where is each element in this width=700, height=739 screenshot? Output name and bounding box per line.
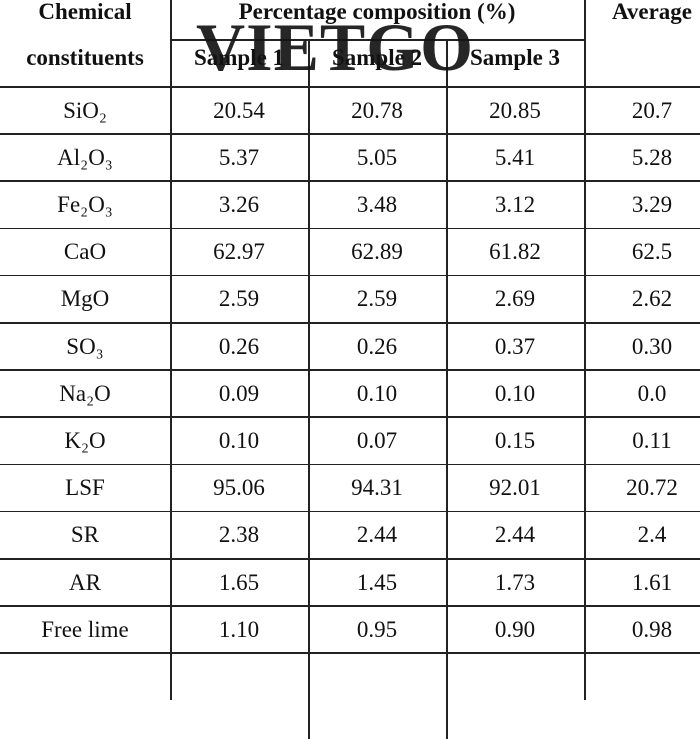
header-cell: Sample 1: [193, 45, 285, 70]
value-cell: 5.41: [494, 144, 536, 170]
value-cell: 20.85: [489, 97, 541, 123]
value-cell: 5.05: [356, 144, 398, 170]
rule: [0, 369, 700, 371]
value-cell: 0.10: [356, 380, 398, 406]
rule: [308, 39, 310, 739]
row-label: SR: [70, 522, 100, 548]
rule: [0, 463, 700, 466]
row-label: CaO: [63, 239, 107, 265]
value-cell: 20.72: [626, 475, 678, 501]
value-cell: 1.45: [356, 569, 398, 595]
row-label: AR: [69, 569, 101, 595]
header-cell: Percentage composition (%): [238, 0, 516, 24]
value-cell: 0.95: [356, 616, 398, 642]
value-cell: 62.89: [351, 239, 403, 265]
rule: [0, 133, 700, 135]
value-cell: 94.31: [351, 475, 403, 501]
value-cell: 95.06: [213, 475, 265, 501]
rule: [170, 39, 584, 41]
value-cell: 3.48: [356, 191, 398, 217]
value-cell: 0.37: [494, 333, 536, 359]
row-label: MgO: [60, 286, 110, 312]
value-cell: 1.61: [631, 569, 673, 595]
value-cell: 2.44: [494, 522, 536, 548]
watermark: VIETGO: [196, 9, 475, 85]
row-label: Na₂O: [59, 380, 111, 406]
rule: [0, 605, 700, 607]
value-cell: 1.10: [218, 616, 260, 642]
value-cell: 62.5: [631, 239, 673, 265]
value-cell: 3.12: [494, 191, 536, 217]
value-cell: 1.73: [494, 569, 536, 595]
value-cell: 3.26: [218, 191, 260, 217]
value-cell: 0.26: [218, 333, 260, 359]
header-cell: Chemical: [38, 0, 132, 24]
row-label: SiO₂: [63, 97, 107, 123]
value-cell: 62.97: [213, 239, 265, 265]
value-cell: 2.59: [218, 286, 260, 312]
value-cell: 0.0: [637, 380, 667, 406]
value-cell: 0.98: [631, 616, 673, 642]
value-cell: 0.30: [631, 333, 673, 359]
row-label: Free lime: [41, 616, 129, 642]
rule: [0, 652, 700, 654]
header-cell: Sample 2: [331, 45, 423, 70]
header-cell: constituents: [26, 45, 144, 70]
rule: [0, 510, 700, 513]
value-cell: 0.90: [494, 616, 536, 642]
rule: [0, 558, 700, 560]
rule: [446, 39, 448, 739]
rule: [0, 416, 700, 418]
value-cell: 2.59: [356, 286, 398, 312]
row-label: Fe₂O₃: [57, 191, 113, 217]
value-cell: 2.69: [494, 286, 536, 312]
value-cell: 0.15: [494, 427, 536, 453]
value-cell: 1.65: [218, 569, 260, 595]
value-cell: 20.7: [631, 97, 673, 123]
value-cell: 2.62: [631, 286, 673, 312]
value-cell: 0.26: [356, 333, 398, 359]
header-cell: Average: [611, 0, 693, 24]
rule: [170, 0, 172, 700]
value-cell: 92.01: [489, 475, 541, 501]
row-label: K₂O: [64, 427, 106, 453]
row-label: LSF: [65, 475, 105, 501]
value-cell: 3.29: [631, 191, 673, 217]
value-cell: 2.4: [637, 522, 667, 548]
value-cell: 5.37: [218, 144, 260, 170]
value-cell: 0.11: [632, 427, 672, 453]
value-cell: 0.07: [356, 427, 398, 453]
value-cell: 2.44: [356, 522, 398, 548]
value-cell: 20.78: [351, 97, 403, 123]
value-cell: 61.82: [489, 239, 541, 265]
value-cell: 0.10: [494, 380, 536, 406]
rule: [0, 227, 700, 230]
row-label: SO₃: [66, 333, 104, 359]
value-cell: 5.28: [631, 144, 673, 170]
value-cell: 20.54: [213, 97, 265, 123]
rule: [0, 322, 700, 324]
rule: [584, 0, 586, 700]
value-cell: 2.38: [218, 522, 260, 548]
row-label: Al₂O₃: [57, 144, 113, 170]
rule: [0, 86, 700, 88]
value-cell: 0.09: [218, 380, 260, 406]
rule: [0, 274, 700, 277]
rule: [0, 180, 700, 182]
header-cell: Sample 3: [469, 45, 561, 70]
value-cell: 0.10: [218, 427, 260, 453]
